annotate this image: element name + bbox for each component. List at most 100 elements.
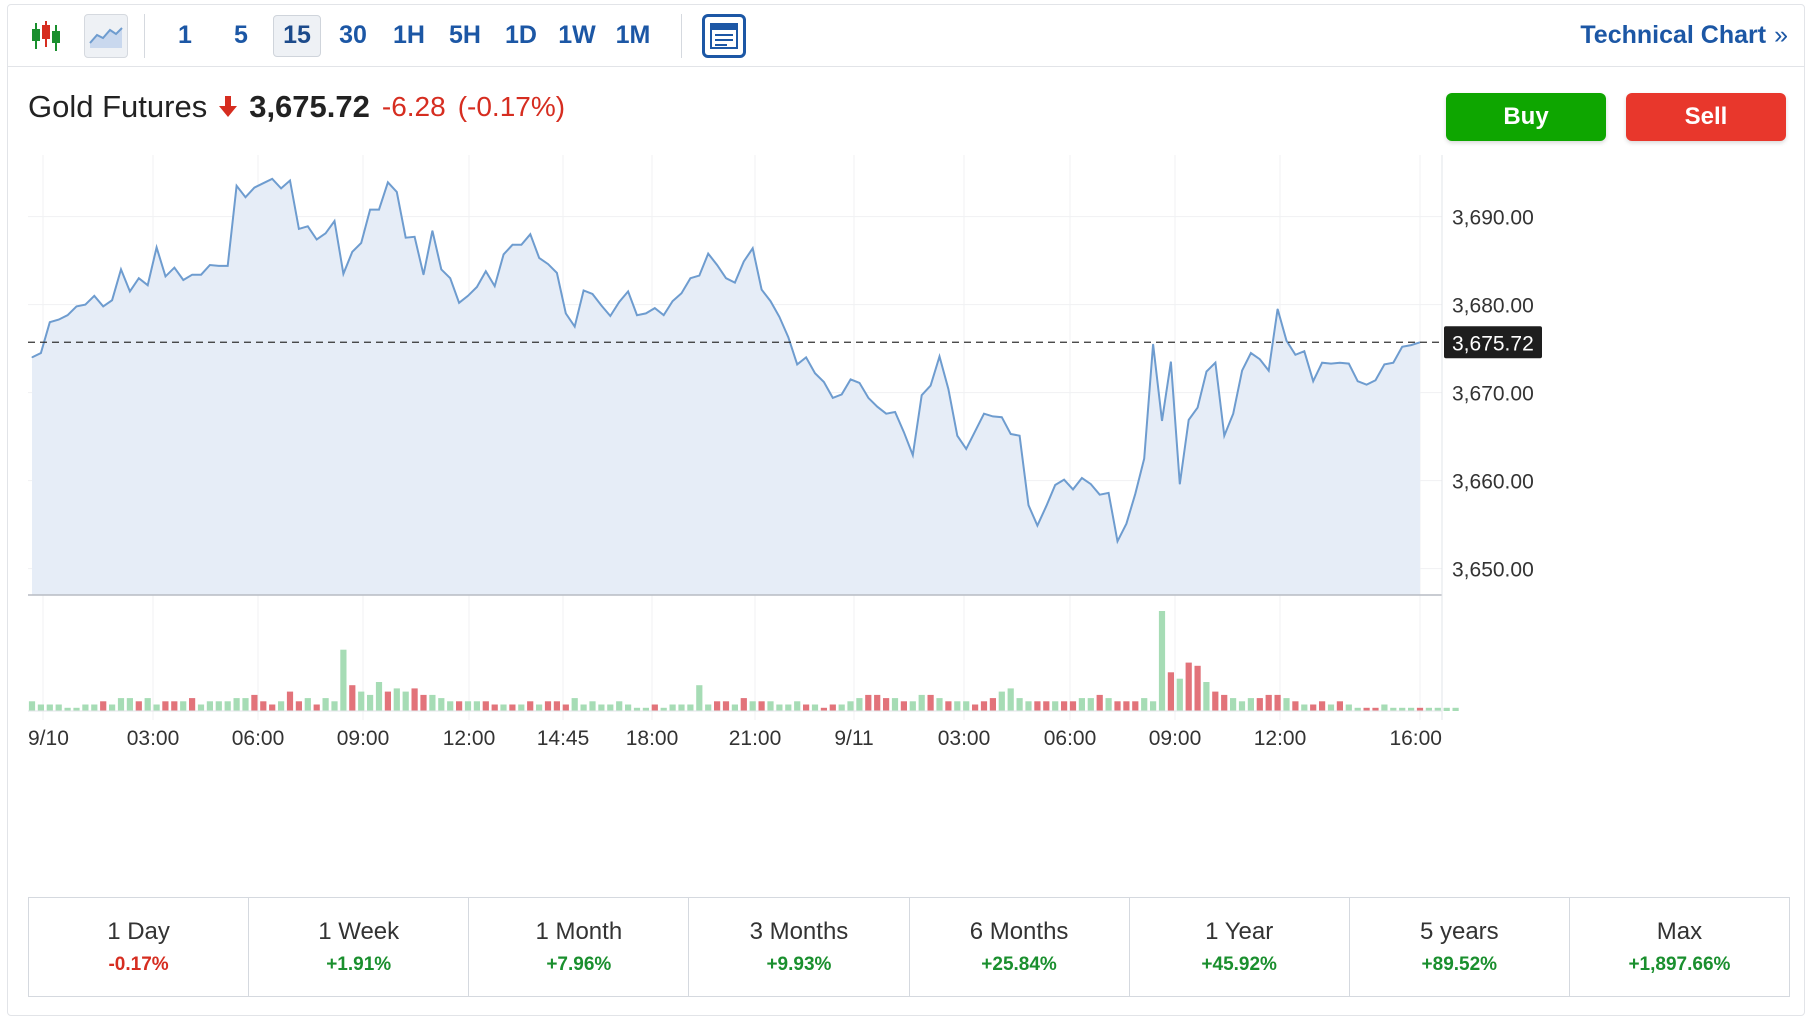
price-point: [645, 312, 647, 314]
candlestick-chart-button[interactable]: [24, 14, 68, 58]
price-point: [1383, 363, 1385, 365]
price-point: [1117, 540, 1118, 542]
period-3-months[interactable]: 3 Months +9.93%: [689, 898, 910, 996]
period-label: 1 Month: [535, 918, 623, 945]
price-point: [49, 321, 51, 323]
price-point: [1206, 371, 1207, 372]
interval-1m[interactable]: 1M: [615, 21, 651, 49]
price-point: [1375, 379, 1376, 381]
price-point: [583, 290, 585, 291]
volume-bar: [972, 704, 979, 711]
technical-chart-link[interactable]: Technical Chart »: [1580, 21, 1788, 50]
volume-bar: [678, 704, 685, 711]
price-point: [1143, 458, 1145, 460]
volume-bar: [1345, 704, 1352, 711]
volume-bar: [509, 704, 516, 711]
price-chart[interactable]: Investing.com3,690.003,680.003,670.003,6…: [28, 155, 1728, 875]
volume-bar: [464, 701, 472, 711]
period-1-day[interactable]: 1 Day -0.17%: [29, 898, 250, 996]
interval-1d[interactable]: 1D: [505, 21, 537, 49]
x-tick-label: 21:00: [729, 727, 782, 750]
instrument-header: Gold Futures 3,675.72 -6.28 (-0.17%): [28, 87, 565, 127]
y-tick-label: 3,660.00: [1452, 471, 1534, 494]
volume-bar: [1203, 682, 1210, 711]
volume-bar: [322, 698, 329, 711]
volume-bar: [1078, 698, 1085, 711]
price-point: [467, 295, 469, 297]
volume-bar: [28, 701, 36, 711]
current-price-tag: [1444, 326, 1542, 359]
interval-1w[interactable]: 1W: [558, 21, 596, 49]
interval-5[interactable]: 5: [234, 21, 248, 49]
volume-bar: [722, 701, 730, 711]
volume-bar: [180, 701, 187, 711]
price-point: [1259, 358, 1261, 360]
y-tick-label: 3,680.00: [1452, 295, 1534, 318]
price-point: [992, 415, 994, 417]
volume-bar: [954, 701, 961, 711]
x-tick-label: 09:00: [1149, 727, 1202, 750]
period-1-month[interactable]: 1 Month +7.96%: [469, 898, 690, 996]
price-point: [58, 319, 60, 321]
volume-bar: [1452, 707, 1459, 711]
volume-bar: [642, 707, 649, 711]
interval-1h[interactable]: 1H: [393, 21, 425, 49]
volume-bar: [749, 701, 756, 711]
price-point: [494, 285, 496, 287]
price-point: [342, 273, 344, 275]
price-point: [654, 307, 656, 309]
period-label: 1 Week: [318, 918, 400, 945]
interval-30[interactable]: 30: [339, 21, 367, 49]
volume-bar: [1167, 672, 1174, 711]
price-point: [921, 394, 923, 396]
price-point: [1357, 380, 1359, 382]
period-label: 5 years: [1419, 918, 1499, 945]
price-point: [1339, 362, 1341, 364]
volume-bar: [269, 704, 276, 711]
price-point: [832, 397, 834, 399]
volume-bar: [1434, 707, 1441, 711]
x-tick-label: 03:00: [127, 727, 180, 750]
price-point: [93, 295, 95, 297]
period-5-years[interactable]: 5 years +89.52%: [1350, 898, 1570, 996]
y-tick-label: 3,670.00: [1452, 383, 1534, 406]
volume-bar: [1052, 701, 1059, 711]
price-point: [396, 191, 398, 193]
interval-5h[interactable]: 5H: [449, 21, 481, 49]
price-point: [672, 300, 674, 302]
interval-15[interactable]: 15: [273, 14, 321, 57]
price-point: [600, 305, 602, 306]
volume-bar: [687, 704, 694, 711]
price-point: [636, 314, 638, 316]
buy-button[interactable]: Buy: [1446, 93, 1606, 141]
chart-layout-button[interactable]: [702, 13, 746, 58]
volume-bar: [1034, 701, 1041, 711]
volume-bar: [616, 701, 623, 711]
volume-bar: [829, 704, 836, 711]
period-label: 6 Months: [969, 918, 1069, 945]
sell-button[interactable]: Sell: [1626, 93, 1786, 141]
price-point: [778, 316, 780, 318]
period-max[interactable]: Max +1,897.66%: [1570, 898, 1789, 996]
x-tick-label: 12:00: [443, 727, 496, 750]
volume-bar: [1025, 701, 1032, 711]
technical-chart-label: Technical Chart: [1580, 21, 1767, 49]
period-6-months[interactable]: 6 Months +25.84%: [910, 898, 1130, 996]
volume-bar: [402, 691, 409, 711]
price-point: [334, 220, 335, 222]
price-point: [1241, 370, 1243, 372]
price-point: [1348, 363, 1350, 365]
volume-bar: [162, 701, 169, 711]
price-point: [1223, 435, 1225, 437]
period-1-week[interactable]: 1 Week +1.91%: [249, 898, 470, 996]
volume-bar: [633, 707, 641, 711]
interval-1[interactable]: 1: [178, 21, 192, 49]
area-chart-button[interactable]: [84, 13, 128, 58]
volume-bar: [393, 688, 400, 711]
period-change: +7.96%: [546, 954, 612, 975]
volume-bar: [1425, 707, 1432, 711]
volume-bar: [1123, 701, 1130, 711]
period-1-year[interactable]: 1 Year +45.92%: [1130, 898, 1350, 996]
price-point: [556, 272, 558, 274]
price-point: [440, 268, 442, 270]
